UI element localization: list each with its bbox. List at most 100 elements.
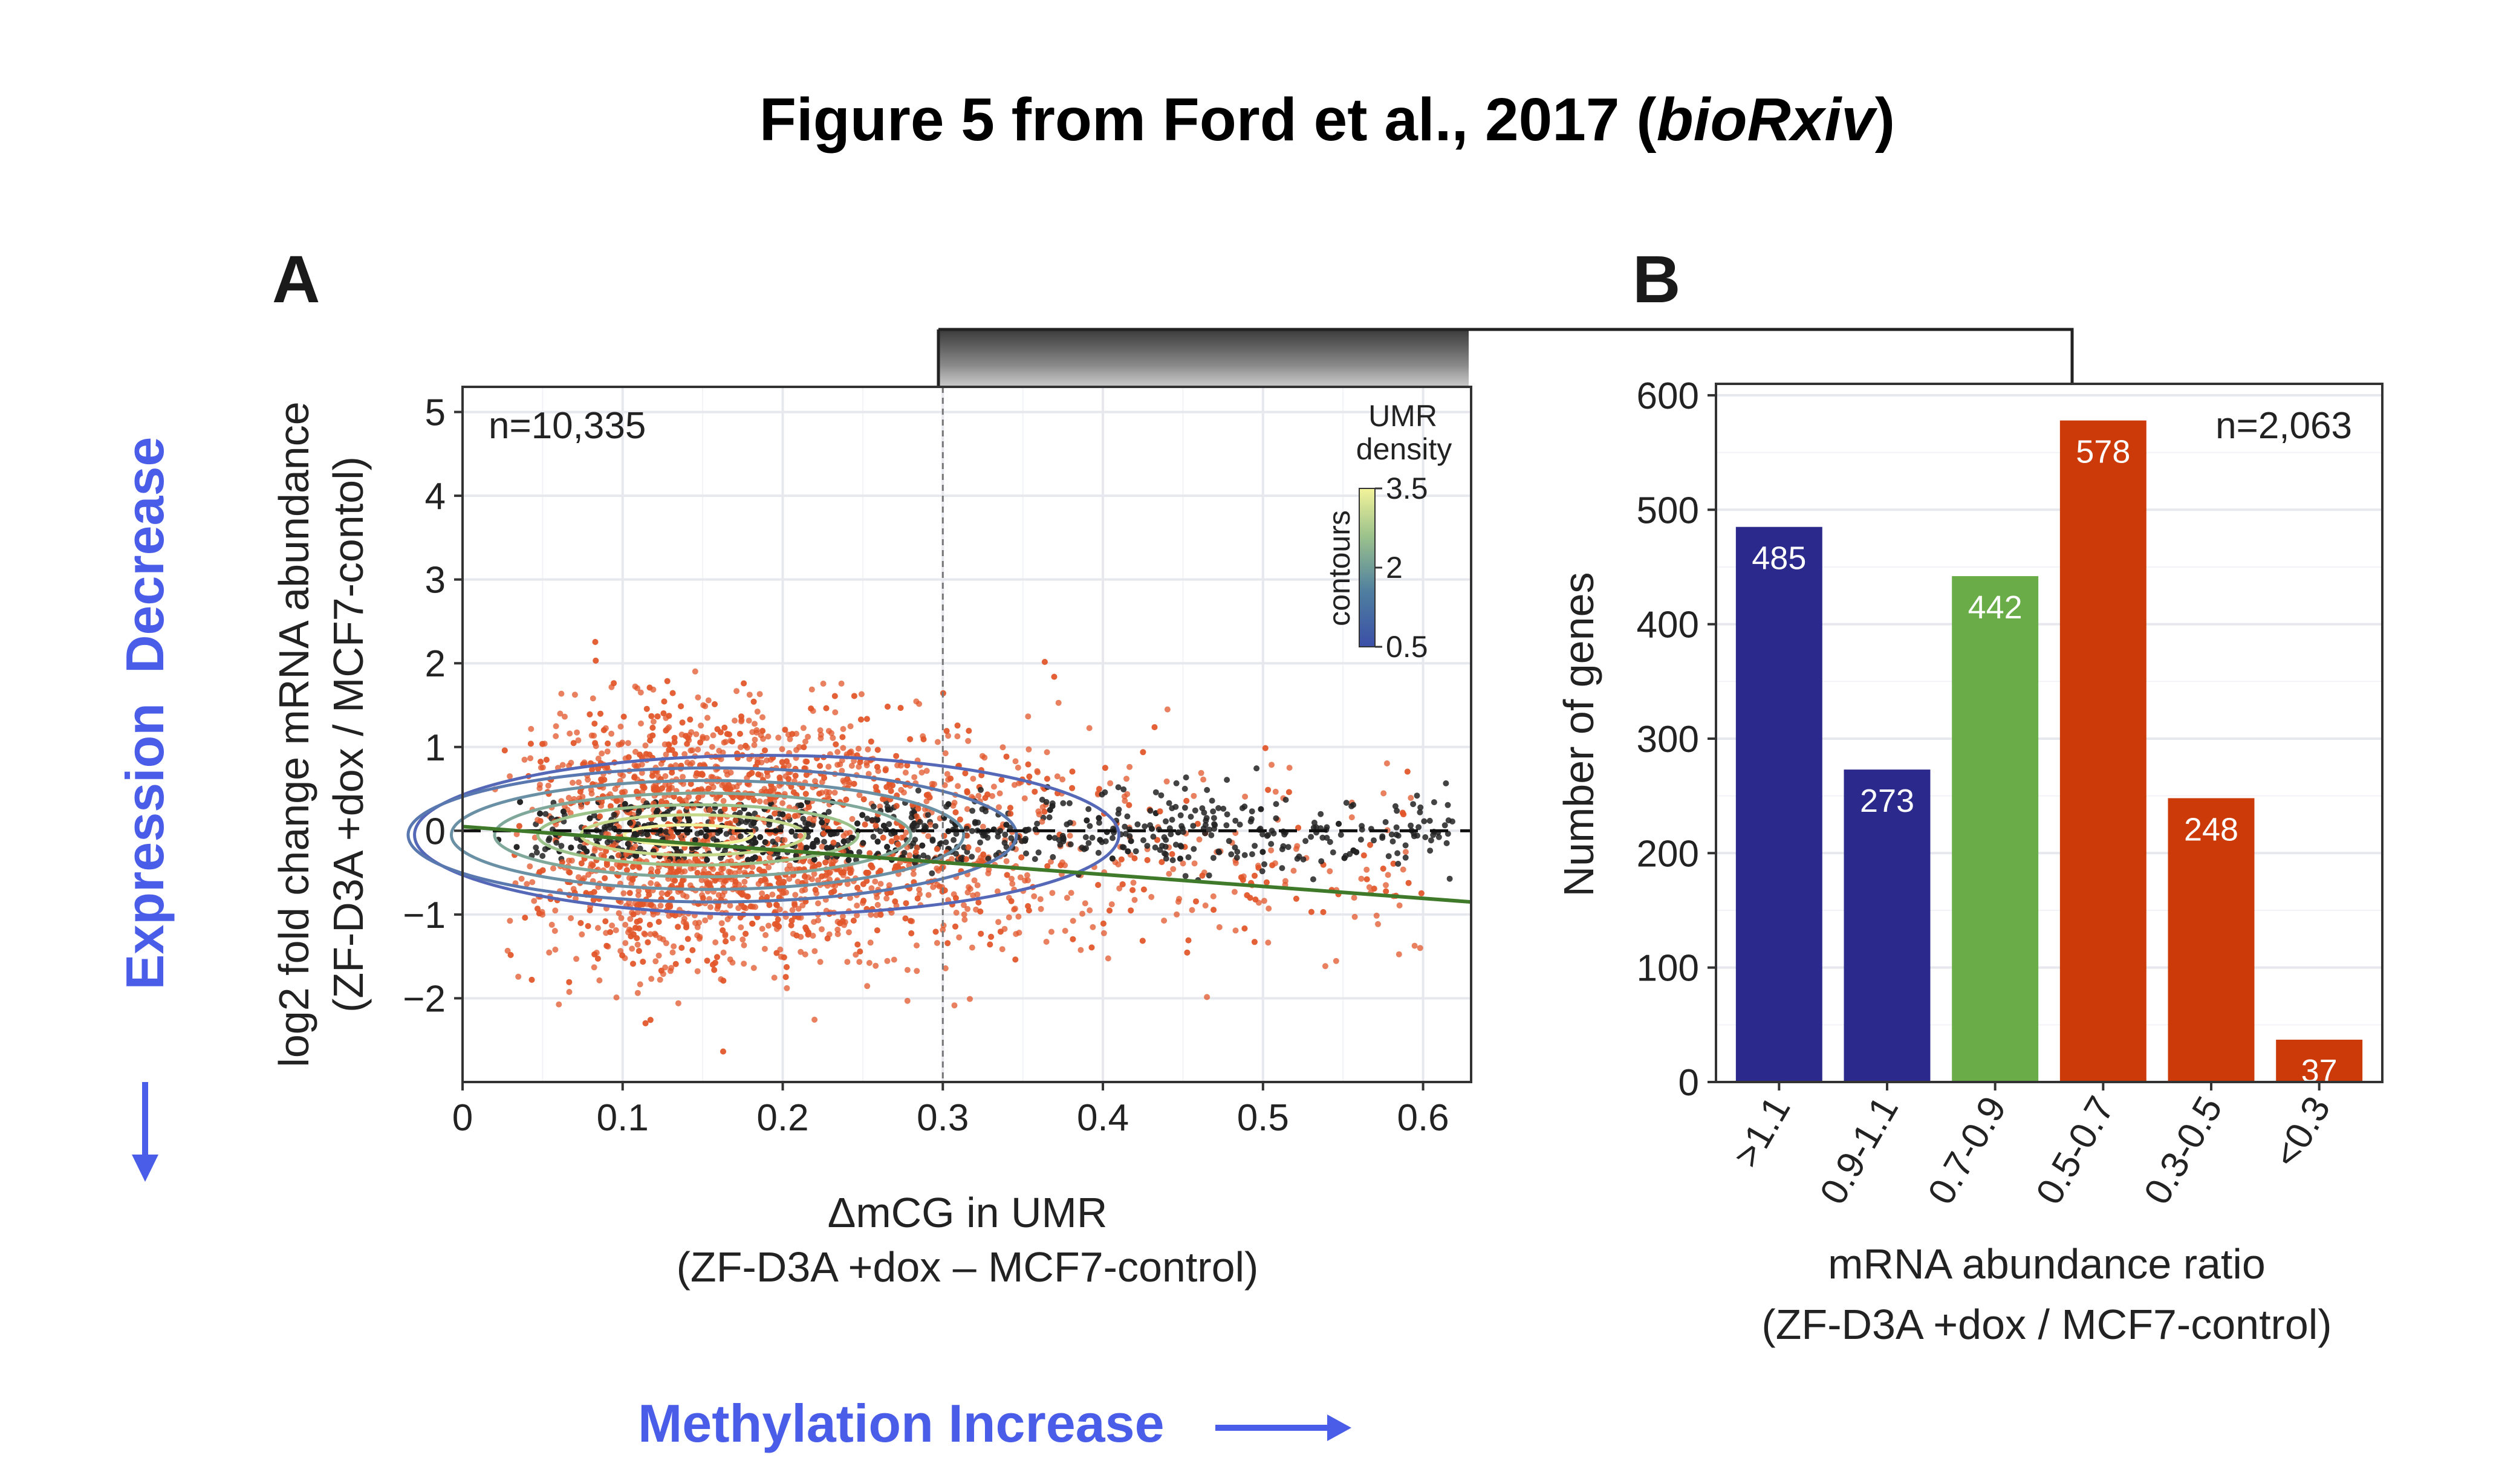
scatter-point-selected: [681, 751, 688, 757]
scatter-point-other: [1166, 800, 1172, 806]
scatter-point-selected: [634, 990, 641, 996]
scatter-point-selected: [661, 698, 668, 705]
scatter-point-selected: [671, 734, 678, 741]
scatter-point-selected: [575, 874, 582, 881]
scatter-point-selected: [1087, 907, 1093, 913]
scatter-point-other: [1223, 822, 1230, 829]
scatter-point-selected: [866, 850, 873, 857]
scatter-point-selected: [1380, 866, 1386, 872]
scatter-point-other: [1172, 841, 1179, 848]
scatter-point-selected: [821, 774, 828, 781]
scatter-point-selected: [1373, 912, 1380, 919]
scatter-point-other: [1446, 875, 1453, 882]
scatter-point-other: [553, 840, 560, 846]
scatter-point-selected: [741, 904, 747, 910]
scatter-point-selected: [1157, 808, 1163, 815]
scatter-point-selected: [1202, 902, 1209, 909]
scatter-point-other: [810, 841, 816, 847]
scatter-point-selected: [694, 968, 701, 974]
scatter-point-selected: [591, 721, 598, 727]
scatter-point-selected: [662, 773, 669, 779]
scatter-point-selected: [613, 927, 619, 933]
scatter-point-other: [1206, 826, 1212, 833]
scatter-point-selected: [660, 710, 667, 717]
scatter-point-other: [1095, 849, 1102, 856]
scatter-point-selected: [1044, 776, 1050, 782]
scatter-point-selected: [944, 771, 951, 777]
scatter-point-selected: [831, 789, 838, 796]
scatter-point-selected: [825, 763, 832, 770]
scatter-point-selected: [1402, 849, 1409, 855]
scatter-point-selected: [746, 718, 752, 724]
scatter-point-selected: [776, 923, 782, 930]
scatter-point-selected: [955, 783, 961, 789]
scatter-point-selected: [1351, 895, 1357, 901]
scatter-point-selected: [1004, 872, 1010, 878]
scatter-point-selected: [880, 834, 886, 841]
scatter-point-selected: [970, 776, 977, 782]
scatter-point-selected: [647, 1017, 654, 1023]
scatter-point-selected: [649, 773, 655, 779]
scatter-point-selected: [1044, 863, 1051, 869]
scatter-point-other: [964, 849, 970, 855]
scatter-point-selected: [718, 866, 724, 873]
scatter-point-other: [1449, 818, 1455, 825]
panel-b-x-ticks: >1.1 0.9-1.1 0.7-0.9 0.5-0.7 0.3-0.5 <0.3: [1725, 1082, 2339, 1211]
scatter-point-selected: [738, 713, 744, 720]
scatter-point-selected: [915, 805, 921, 812]
scatter-point-other: [1408, 822, 1414, 829]
scatter-point-other: [793, 832, 799, 839]
scatter-point-selected: [1183, 797, 1190, 804]
scatter-point-selected: [668, 965, 675, 971]
scatter-point-selected: [1211, 907, 1217, 913]
scatter-point-selected: [920, 736, 927, 742]
scatter-point-selected: [535, 906, 541, 912]
scatter-point-selected: [578, 860, 585, 867]
scatter-point-other: [1252, 843, 1258, 849]
panel-b-y-tick-label: 500: [1637, 490, 1699, 531]
scatter-point-selected: [856, 763, 862, 770]
scatter-point-other: [1395, 861, 1402, 867]
scatter-point-other: [1087, 823, 1093, 829]
scatter-point-other: [673, 844, 679, 851]
scatter-point-selected: [880, 795, 886, 802]
scatter-point-selected: [1069, 768, 1076, 775]
scatter-point-other: [1115, 784, 1122, 791]
scatter-point-selected: [1126, 763, 1133, 770]
panel-a-frame: [461, 386, 1472, 1083]
scatter-point-selected: [558, 690, 565, 697]
scatter-point-selected: [668, 828, 674, 835]
scatter-point-selected: [721, 739, 727, 746]
scatter-point-selected: [784, 758, 790, 765]
scatter-point-selected: [566, 979, 573, 985]
scatter-point-other: [1318, 811, 1324, 817]
scatter-point-other: [745, 857, 751, 863]
scatter-point-selected: [950, 802, 957, 809]
scatter-point-selected: [791, 901, 798, 908]
scatter-point-selected: [785, 813, 791, 820]
scatter-point-selected: [954, 722, 961, 729]
legend-ticks: 3.5 2 0.5: [1375, 471, 1428, 664]
scatter-point-other: [636, 808, 643, 814]
scatter-point-selected: [622, 921, 629, 928]
scatter-point-selected: [666, 713, 672, 719]
scatter-point-other: [1270, 830, 1277, 837]
scatter-point-selected: [574, 729, 580, 736]
scatter-point-selected: [576, 779, 582, 786]
scatter-point-other: [920, 852, 927, 859]
scatter-point-selected: [1017, 874, 1024, 881]
scatter-point-selected: [573, 895, 579, 902]
scatter-point-selected: [957, 816, 963, 823]
scatter-point-selected: [801, 744, 807, 751]
scatter-point-selected: [652, 930, 658, 937]
scatter-point-selected: [552, 947, 559, 953]
scatter-point-selected: [1121, 793, 1128, 800]
scatter-point-selected: [772, 810, 778, 817]
scatter-point-selected: [562, 713, 568, 720]
scatter-point-selected: [825, 728, 832, 734]
scatter-point-other: [1210, 855, 1217, 861]
scatter-point-selected: [595, 925, 601, 932]
scatter-point-selected: [800, 725, 807, 731]
scatter-point-selected: [616, 910, 622, 916]
scatter-point-selected: [1048, 928, 1055, 935]
